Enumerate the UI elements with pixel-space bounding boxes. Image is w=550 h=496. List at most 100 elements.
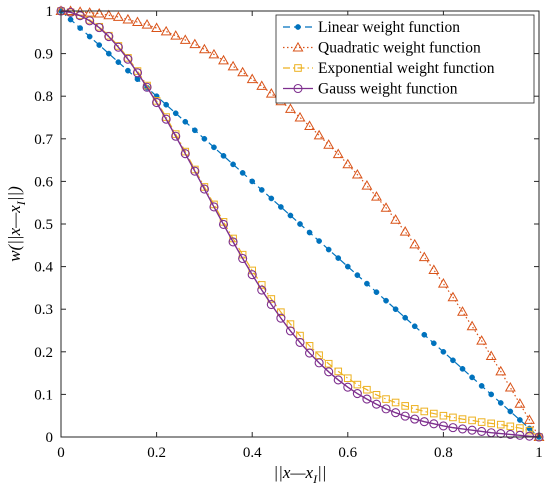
data-point-gauss — [314, 358, 324, 368]
data-point-quadratic — [170, 30, 182, 40]
data-point-gauss — [75, 11, 85, 21]
legend-label: Quadratic weight function — [318, 40, 481, 57]
data-point-quadratic — [428, 264, 440, 274]
legend-box — [275, 14, 535, 104]
data-point-linear — [86, 33, 93, 40]
data-point-quadratic — [294, 111, 306, 122]
data-point-gauss — [333, 375, 343, 385]
ticks-layer: 0 0.2 0.4 0.6 0.8 1 0 0.1 0.2 0.3 0.4 0.5 0.6 0.7 0.8 0… — [34, 4, 543, 461]
data-point-gauss — [371, 399, 382, 409]
data-point-linear — [392, 306, 399, 313]
y-tick-label: 0.4 — [34, 260, 53, 276]
data-point-gauss — [343, 382, 353, 392]
data-point-quadratic — [476, 335, 488, 345]
data-point-gauss — [524, 431, 534, 441]
data-point-linear — [411, 323, 418, 330]
data-point-quadratic — [332, 148, 344, 159]
data-point-gauss — [467, 425, 477, 435]
data-point-gauss — [132, 68, 143, 78]
data-point-quadratic — [218, 54, 229, 65]
data-point-exponential — [277, 308, 285, 316]
data-point-linear — [287, 212, 294, 219]
legend-item-exponential: Exponential weight function — [283, 60, 495, 77]
data-point-quadratic — [361, 180, 373, 190]
data-point-gauss — [218, 219, 229, 229]
data-point-quadratic — [284, 103, 296, 113]
data-point-gauss — [457, 424, 468, 434]
data-point-quadratic — [151, 22, 163, 32]
data-point-quadratic — [390, 214, 402, 224]
data-point-quadratic — [237, 66, 249, 77]
data-point-gauss — [381, 404, 391, 414]
x-tick-label: 0 — [57, 445, 65, 461]
data-point-linear — [67, 16, 74, 23]
x-tick-label: 0.4 — [243, 445, 262, 461]
x-axis-title-tail: || — [317, 463, 326, 482]
data-point-quadratic — [495, 365, 507, 376]
data-point-exponential — [506, 422, 515, 431]
data-point-exponential — [344, 374, 352, 383]
y-tick-label: 0 — [46, 430, 54, 446]
data-point-exponential — [363, 385, 371, 394]
data-point-quadratic — [380, 202, 392, 212]
data-point-quadratic — [246, 73, 258, 84]
data-point-quadratic — [112, 11, 124, 21]
data-point-quadratic — [198, 43, 210, 54]
data-point-quadratic — [122, 13, 134, 24]
data-point-quadratic — [265, 88, 277, 98]
data-point-quadratic — [466, 320, 478, 331]
data-point-quadratic — [342, 158, 354, 169]
data-point-gauss — [276, 313, 286, 323]
data-point-quadratic — [371, 191, 382, 201]
data-point-exponential — [410, 405, 419, 413]
data-point-exponential — [439, 411, 448, 420]
data-point-exponential — [372, 391, 381, 399]
legend-swatch-marker — [294, 64, 302, 72]
data-point-linear — [239, 170, 246, 176]
legend-swatch-marker — [293, 83, 303, 94]
data-point-quadratic — [418, 251, 430, 262]
data-point-quadratic — [179, 34, 191, 44]
y-axis-title: w(||x—xI||) — [5, 186, 28, 262]
data-point-exponential — [324, 359, 333, 368]
data-point-gauss — [505, 429, 515, 439]
data-point-quadratic — [351, 168, 363, 179]
data-point-gauss — [352, 388, 362, 399]
data-point-linear — [459, 365, 466, 372]
data-point-gauss — [104, 32, 114, 42]
data-point-gauss — [419, 417, 429, 427]
y-tick-label: 0.5 — [34, 217, 53, 233]
data-point-exponential — [477, 418, 486, 426]
y-axis-title-subscript: I — [14, 200, 28, 206]
data-point-linear — [105, 50, 112, 57]
data-point-exponential — [114, 42, 123, 50]
data-point-gauss — [295, 337, 305, 347]
data-point-exponential — [124, 54, 132, 62]
data-point-quadratic — [189, 38, 201, 49]
data-point-quadratic — [93, 7, 105, 18]
data-point-quadratic — [160, 25, 172, 36]
data-point-gauss — [400, 411, 410, 421]
data-point-exponential — [449, 413, 457, 422]
data-point-gauss — [66, 7, 76, 17]
data-point-quadratic — [141, 19, 153, 29]
data-point-linear — [258, 187, 265, 193]
data-point-linear — [134, 76, 141, 83]
y-tick-label: 0.1 — [34, 387, 53, 403]
y-axis-title-tail: ||) — [5, 186, 24, 201]
data-point-gauss — [171, 131, 181, 141]
data-point-gauss — [228, 237, 238, 247]
data-point-linear — [402, 314, 409, 321]
data-point-gauss — [142, 82, 152, 92]
data-point-quadratic — [323, 139, 335, 149]
data-point-linear — [77, 25, 83, 31]
data-point-linear — [469, 374, 475, 381]
data-point-linear — [268, 195, 275, 202]
data-point-linear — [249, 178, 256, 185]
data-point-linear — [306, 229, 313, 236]
data-point-gauss — [285, 326, 295, 336]
data-point-gauss — [429, 419, 439, 429]
data-point-quadratic — [523, 414, 535, 424]
data-point-gauss — [410, 414, 420, 424]
y-axis-title-main: w(||x—x — [5, 205, 24, 262]
